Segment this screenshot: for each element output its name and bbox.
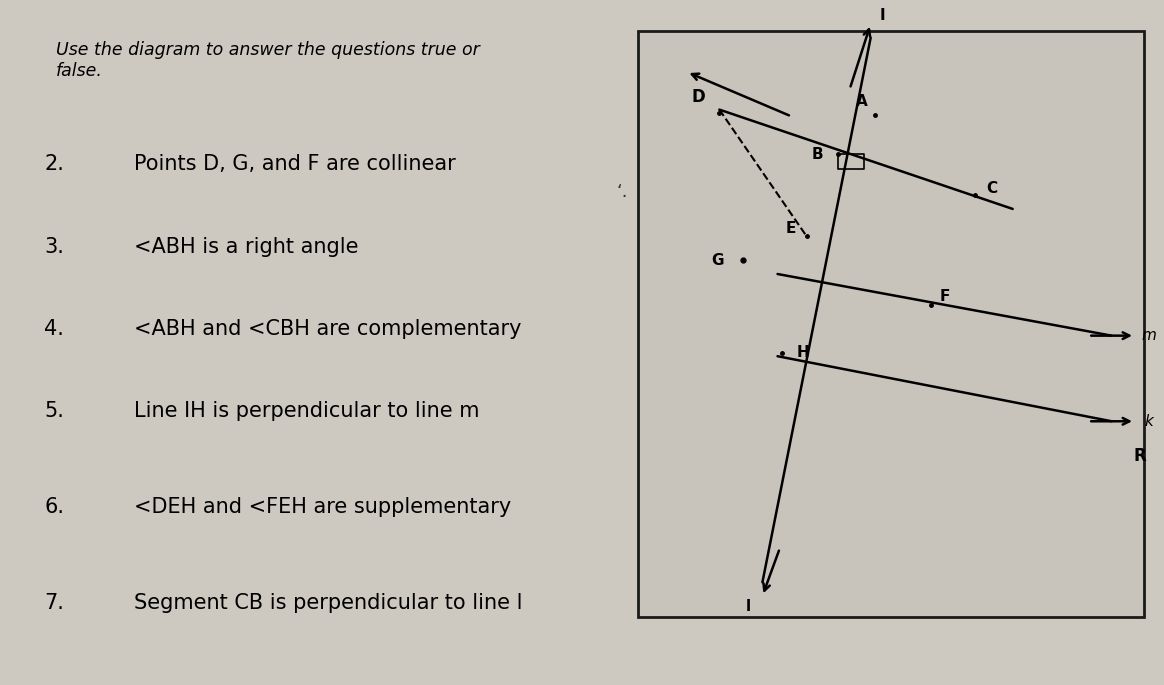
Text: Line IH is perpendicular to line m: Line IH is perpendicular to line m [134, 401, 480, 421]
Text: <DEH and <FEH are supplementary: <DEH and <FEH are supplementary [134, 497, 511, 517]
Text: I: I [880, 8, 885, 23]
Text: <ABH and <CBH are complementary: <ABH and <CBH are complementary [134, 319, 521, 339]
Text: G: G [711, 253, 723, 268]
Text: 7.: 7. [44, 593, 64, 613]
Text: E: E [786, 221, 795, 236]
Text: 4.: 4. [44, 319, 64, 339]
Text: l: l [746, 599, 751, 614]
Text: Segment CB is perpendicular to line l: Segment CB is perpendicular to line l [134, 593, 523, 613]
Bar [638, 31, 1144, 616]
Text: 6.: 6. [44, 497, 64, 517]
Text: ʻ.: ʻ. [617, 183, 629, 201]
Text: <ABH is a right angle: <ABH is a right angle [134, 236, 359, 257]
Text: Use the diagram to answer the questions true or
false.: Use the diagram to answer the questions … [56, 41, 480, 80]
Text: D: D [691, 88, 705, 106]
Text: F: F [941, 289, 950, 304]
Text: Points D, G, and F are collinear: Points D, G, and F are collinear [134, 154, 455, 175]
Text: 2.: 2. [44, 154, 64, 175]
Text: H: H [797, 345, 809, 360]
Text: m: m [1142, 328, 1156, 343]
Text: A: A [856, 94, 867, 109]
Text: R: R [1134, 447, 1145, 464]
Text: C: C [986, 181, 998, 196]
Text: 3.: 3. [44, 236, 64, 257]
Text: k: k [1144, 414, 1154, 429]
Text: 5.: 5. [44, 401, 64, 421]
Text: B: B [811, 147, 823, 162]
